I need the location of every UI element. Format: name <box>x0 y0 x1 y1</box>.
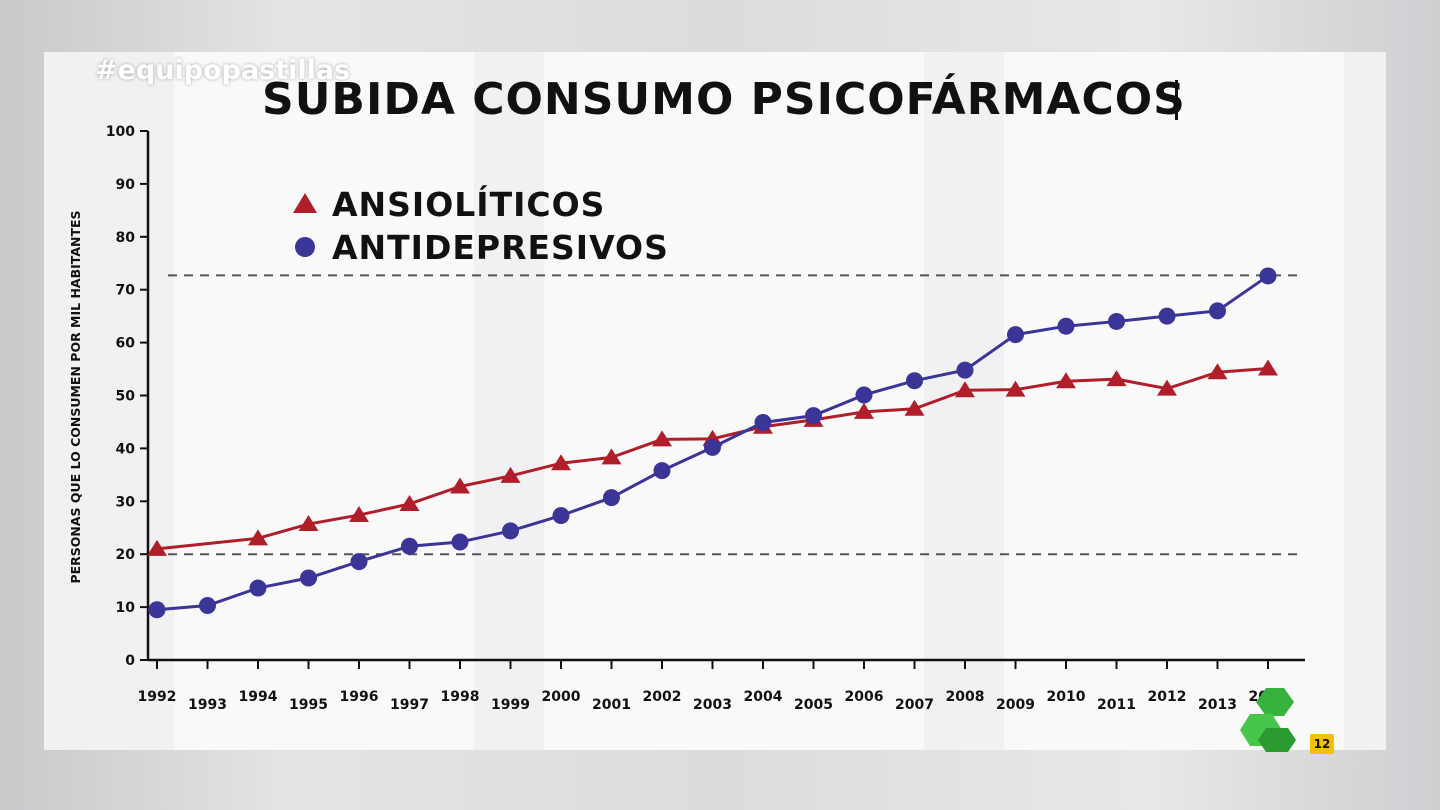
x-tick-label: 2013 <box>1198 697 1237 713</box>
x-tick-label: 2007 <box>895 697 934 713</box>
y-tick-label: 30 <box>116 494 136 510</box>
lasexta-logo-icon <box>1240 688 1296 752</box>
x-tick-label: 2003 <box>693 697 732 713</box>
ansioliticos-point <box>1106 370 1127 387</box>
chart-panel <box>44 52 1386 750</box>
antidepresivos-point <box>401 537 418 555</box>
ansioliticos-point <box>147 539 167 556</box>
x-tick-label: 2010 <box>1047 689 1086 705</box>
antidepresivos-point <box>1007 326 1024 344</box>
antidepresivos-point <box>1209 302 1226 320</box>
x-tick-label: 1996 <box>340 689 379 705</box>
y-tick-label: 20 <box>116 547 136 563</box>
y-tick-label: 90 <box>116 177 136 193</box>
antidepresivos-point <box>1108 312 1125 330</box>
ansioliticos-point <box>349 506 369 523</box>
antidepresivos-point <box>704 438 721 456</box>
antidepresivos-point <box>754 413 772 431</box>
y-axis-label: PERSONAS QUE LO CONSUMEN POR MIL HABITAN… <box>68 210 83 583</box>
ansioliticos-point <box>399 494 420 511</box>
ansioliticos-point <box>904 399 925 416</box>
x-tick-label: 2012 <box>1148 689 1187 705</box>
x-tick-label: 1998 <box>441 689 480 705</box>
antidepresivos-point <box>350 553 368 571</box>
antidepresivos-point <box>1259 267 1277 285</box>
age-rating-badge: 12 <box>1310 734 1334 754</box>
ansioliticos-point <box>450 477 470 494</box>
legend-circle-icon <box>295 237 315 257</box>
y-tick-label: 40 <box>116 441 136 457</box>
antidepresivos-point <box>956 361 974 379</box>
antidepresivos-point <box>1158 307 1176 325</box>
y-tick-label: 50 <box>116 389 136 405</box>
background-band <box>1004 52 1344 750</box>
antidepresivos-point <box>552 507 570 525</box>
x-tick-label: 2005 <box>794 697 833 713</box>
ansioliticos-point <box>500 466 521 483</box>
x-tick-label: 2011 <box>1097 697 1136 713</box>
reference-lines <box>168 274 1298 556</box>
x-tick-label: 2002 <box>643 689 682 705</box>
x-tick-label: 1992 <box>138 689 177 705</box>
x-tick-label: 1993 <box>188 697 227 713</box>
ansioliticos-point <box>1207 363 1228 380</box>
x-tick-label: 1997 <box>390 697 429 713</box>
y-tick-label: 100 <box>106 124 135 140</box>
antidepresivos-point <box>906 372 923 390</box>
antidepresivos-point <box>300 569 317 587</box>
y-tick-label: 60 <box>116 336 136 352</box>
antidepresivos-point <box>603 489 620 507</box>
x-tick-label: 2009 <box>996 697 1035 713</box>
data-series <box>147 267 1278 619</box>
antidepresivos-point <box>1057 317 1075 335</box>
antidepresivos-point <box>148 601 166 619</box>
ansioliticos-point <box>298 515 319 532</box>
antidepresivos-point <box>199 597 216 615</box>
antidepresivos-point <box>855 386 873 404</box>
x-tick-label: 2000 <box>542 689 581 705</box>
y-tick-label: 80 <box>116 230 136 246</box>
y-tick-labels: 0 10 20 30 40 50 60 70 80 90 100 <box>106 124 135 669</box>
y-tick-label: 0 <box>125 653 135 669</box>
x-tick-label: 1995 <box>289 697 328 713</box>
x-tick-label: 2006 <box>845 689 884 705</box>
x-tick-label: 2008 <box>946 689 985 705</box>
chart-title: SUBIDA CONSUMO PSICOFÁRMACOS <box>262 74 1186 125</box>
legend-label: ANSIOLÍTICOS <box>332 184 605 224</box>
ansioliticos-point <box>248 529 268 546</box>
legend: ANSIOLÍTICOS ANTIDEPRESIVOS <box>293 184 669 267</box>
series-line <box>156 367 1269 551</box>
antidepresivos-point <box>451 533 469 551</box>
y-tick-label: 70 <box>116 283 136 299</box>
ansioliticos-point <box>1157 379 1177 396</box>
ansioliticos-point <box>854 402 874 419</box>
ansioliticos-point <box>1056 372 1076 389</box>
y-tick-label: 10 <box>116 600 136 616</box>
antidepresivos-point <box>653 462 671 480</box>
ansioliticos-point <box>1005 380 1026 397</box>
x-tick-label: 2001 <box>592 697 631 713</box>
x-tick-label: 1999 <box>491 697 530 713</box>
ansioliticos-point <box>652 430 672 447</box>
antidepresivos-point <box>805 407 822 425</box>
antidepresivos-point <box>502 522 519 540</box>
ansioliticos-point <box>1258 359 1278 376</box>
legend-label: ANTIDEPRESIVOS <box>332 228 669 267</box>
background-band <box>174 52 474 750</box>
ansioliticos-point <box>551 454 571 471</box>
chart-axes <box>140 130 1305 669</box>
x-tick-label: 1994 <box>239 689 278 705</box>
title-text-cursor <box>1175 80 1178 120</box>
antidepresivos-point <box>249 579 267 597</box>
ansioliticos-point <box>955 381 975 398</box>
x-tick-label: 2004 <box>744 689 783 705</box>
ansioliticos-point <box>601 448 622 465</box>
x-tick-labels: 1992 1993 1994 1995 1996 1997 1998 1999 2000 2001… <box>138 689 1288 713</box>
hashtag-label: #equipopastillas <box>95 55 351 86</box>
legend-triangle-icon <box>293 193 317 213</box>
